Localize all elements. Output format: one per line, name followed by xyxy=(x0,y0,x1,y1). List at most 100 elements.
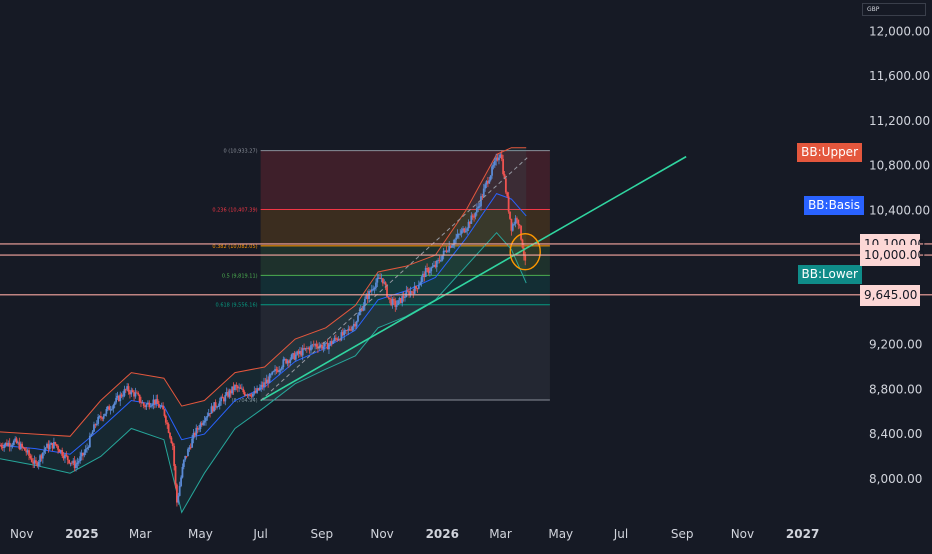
candle-body xyxy=(376,277,379,283)
candle-body xyxy=(196,427,199,430)
candle-body xyxy=(101,417,104,419)
candle-body xyxy=(137,392,140,395)
candle-body xyxy=(94,424,97,426)
candle-body xyxy=(281,367,283,370)
candle-body xyxy=(199,423,202,429)
candle-body xyxy=(419,282,422,286)
candle-body xyxy=(352,323,355,327)
candle-body xyxy=(278,370,281,372)
candle-body xyxy=(133,392,135,397)
candle-body xyxy=(388,297,391,299)
candle-body xyxy=(123,389,126,396)
candle-body xyxy=(131,390,134,393)
candle-body xyxy=(337,339,340,341)
price-tick-label: 8,800.00 xyxy=(869,382,922,396)
candle-body xyxy=(415,286,417,289)
candle-body xyxy=(227,391,229,397)
candle-body xyxy=(423,273,426,277)
candle-body xyxy=(469,221,471,224)
candle-body xyxy=(178,486,181,496)
candle-body xyxy=(348,328,351,330)
candle-body xyxy=(359,309,362,313)
candle-body xyxy=(21,443,24,448)
candle-body xyxy=(452,243,455,246)
candle-body xyxy=(428,271,431,273)
candle-body xyxy=(106,406,109,410)
candle-body xyxy=(0,445,1,447)
candle-body xyxy=(393,298,395,301)
candle-body xyxy=(373,287,376,290)
candle-body xyxy=(341,332,344,336)
candle-body xyxy=(211,406,214,412)
candle-body xyxy=(171,443,174,446)
candle-body xyxy=(398,297,401,301)
candle-body xyxy=(427,268,430,273)
candle-body xyxy=(311,344,314,346)
time-tick-label: Nov xyxy=(370,527,393,541)
candle-body xyxy=(256,388,258,393)
candle-body xyxy=(160,405,163,407)
candle-body xyxy=(347,328,350,331)
candle-body xyxy=(97,417,100,424)
candle-body xyxy=(372,289,375,291)
bollinger-bands xyxy=(0,147,527,514)
time-tick-label: 2026 xyxy=(426,527,459,541)
candle-body xyxy=(202,422,205,425)
candle-body xyxy=(446,251,449,253)
candle-body xyxy=(83,452,86,456)
candle-body xyxy=(37,461,40,466)
candle-body xyxy=(153,399,156,405)
candle-body xyxy=(218,401,221,407)
candle-body xyxy=(496,157,499,161)
candle-body xyxy=(250,395,253,397)
candle-body xyxy=(354,323,357,327)
candle-body xyxy=(422,273,424,278)
candle-body xyxy=(1,446,4,448)
candle-body xyxy=(84,449,87,453)
fibonacci-zones xyxy=(260,150,550,400)
candle-body xyxy=(141,402,144,404)
candle-body xyxy=(517,219,520,225)
candle-body xyxy=(340,332,343,341)
candle-body xyxy=(73,460,76,469)
candle-body xyxy=(113,402,116,405)
candle-body xyxy=(59,450,62,453)
candle-body xyxy=(524,255,527,261)
candle-body xyxy=(138,394,141,402)
candle-body xyxy=(198,428,200,430)
candle-body xyxy=(162,405,164,410)
candle-body xyxy=(243,392,246,396)
currency-label[interactable]: GBP xyxy=(862,3,926,16)
candle-body xyxy=(362,305,365,311)
candle-body xyxy=(232,386,235,390)
candle-body xyxy=(80,452,83,457)
candle-body xyxy=(504,178,507,193)
candle-body xyxy=(134,392,137,397)
candle-body xyxy=(357,315,359,322)
candle-body xyxy=(25,450,28,453)
candle-body xyxy=(235,385,238,387)
candle-body xyxy=(41,452,44,459)
candle-body xyxy=(30,458,33,462)
bb-fill xyxy=(0,147,527,513)
candle-body xyxy=(474,212,477,218)
candle-body xyxy=(88,435,91,448)
candle-body xyxy=(91,431,94,435)
price-tick-label: 11,200.00 xyxy=(869,114,930,128)
candle-body xyxy=(289,359,292,363)
candle-body xyxy=(406,290,409,292)
candle-body xyxy=(8,442,11,447)
candle-body xyxy=(151,404,153,407)
candle-body xyxy=(363,298,366,306)
candle-body xyxy=(448,245,451,252)
candle-body xyxy=(282,359,285,368)
candle-body xyxy=(270,374,272,376)
candle-body xyxy=(189,447,192,449)
candle-body xyxy=(35,460,37,463)
candle-body xyxy=(57,445,59,450)
candle-body xyxy=(377,277,380,279)
candle-body xyxy=(156,399,159,405)
time-tick-label: Sep xyxy=(671,527,694,541)
